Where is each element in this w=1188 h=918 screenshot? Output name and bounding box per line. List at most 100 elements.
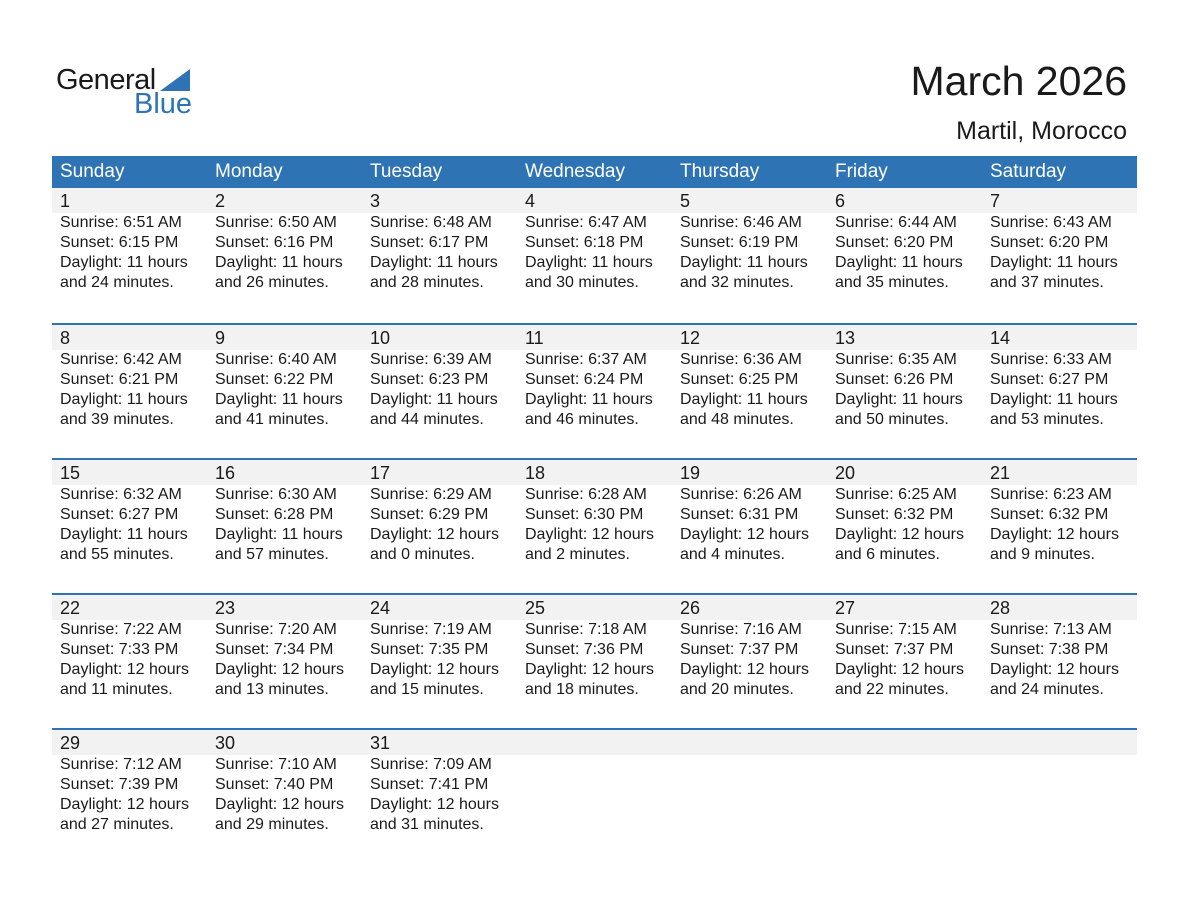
sunset-text: Sunset: 6:22 PM [215, 371, 334, 388]
sunset-text: Sunset: 6:20 PM [835, 234, 954, 251]
daylight-text: Daylight: 12 hours [680, 526, 809, 543]
day-number: 6 [835, 191, 846, 211]
sunrise-text: Sunrise: 7:22 AM [60, 621, 182, 638]
day-cell: 19 Sunrise: 6:26 AM Sunset: 6:31 PM Dayligh… [672, 460, 827, 565]
daylight-minutes-text: and 50 minutes. [835, 411, 949, 428]
daylight-text: Daylight: 12 hours [835, 526, 964, 543]
day-cell: 27 Sunrise: 7:15 AM Sunset: 7:37 PM Dayligh… [827, 595, 982, 700]
sunset-text: Sunset: 6:16 PM [215, 234, 334, 251]
day-number: 16 [215, 463, 236, 483]
sunrise-text: Sunrise: 6:26 AM [680, 486, 802, 503]
daylight-text: Daylight: 12 hours [215, 661, 344, 678]
day-cell: 7 Sunrise: 6:43 AM Sunset: 6:20 PM Daylight… [982, 188, 1137, 293]
daylight-text: Daylight: 11 hours [990, 391, 1118, 408]
sunrise-text: Sunrise: 7:10 AM [215, 756, 337, 773]
day-cell: 18 Sunrise: 6:28 AM Sunset: 6:30 PM Dayligh… [517, 460, 672, 565]
daylight-minutes-text: and 22 minutes. [835, 681, 949, 698]
sunrise-text: Sunrise: 7:18 AM [525, 621, 647, 638]
day-number: 14 [990, 328, 1011, 348]
sunset-text: Sunset: 6:15 PM [60, 234, 179, 251]
sunrise-text: Sunrise: 6:32 AM [60, 486, 182, 503]
daylight-text: Daylight: 11 hours [60, 254, 188, 271]
week-row: 1 Sunrise: 6:51 AM Sunset: 6:15 PM Daylight… [52, 188, 1137, 323]
daylight-text: Daylight: 12 hours [525, 661, 654, 678]
sunrise-text: Sunrise: 7:15 AM [835, 621, 957, 638]
daylight-text: Daylight: 11 hours [990, 254, 1118, 271]
weekday-saturday: Saturday [990, 161, 1067, 182]
daylight-minutes-text: and 0 minutes. [370, 546, 475, 563]
daylight-text: Daylight: 12 hours [60, 661, 189, 678]
daylight-text: Daylight: 12 hours [835, 661, 964, 678]
day-cell: 11 Sunrise: 6:37 AM Sunset: 6:24 PM Dayligh… [517, 325, 672, 430]
sunrise-text: Sunrise: 6:25 AM [835, 486, 957, 503]
daylight-minutes-text: and 53 minutes. [990, 411, 1104, 428]
daylight-text: Daylight: 12 hours [990, 526, 1119, 543]
sunrise-text: Sunrise: 6:36 AM [680, 351, 802, 368]
sunset-text: Sunset: 7:37 PM [835, 641, 954, 658]
day-number: 2 [215, 191, 226, 211]
day-cell: 31 Sunrise: 7:09 AM Sunset: 7:41 PM Dayligh… [362, 730, 517, 835]
weekday-thursday: Thursday [680, 161, 760, 182]
daylight-minutes-text: and 39 minutes. [60, 411, 174, 428]
daylight-minutes-text: and 18 minutes. [525, 681, 639, 698]
day-number: 12 [680, 328, 701, 348]
day-cell: 23 Sunrise: 7:20 AM Sunset: 7:34 PM Dayligh… [207, 595, 362, 700]
day-number: 11 [525, 328, 544, 348]
daylight-minutes-text: and 44 minutes. [370, 411, 484, 428]
sunrise-text: Sunrise: 6:50 AM [215, 214, 337, 231]
daylight-minutes-text: and 46 minutes. [525, 411, 639, 428]
sunrise-text: Sunrise: 7:19 AM [370, 621, 492, 638]
sunset-text: Sunset: 6:20 PM [990, 234, 1109, 251]
sunrise-text: Sunrise: 6:35 AM [835, 351, 957, 368]
sunrise-text: Sunrise: 6:48 AM [370, 214, 492, 231]
daylight-text: Daylight: 11 hours [60, 526, 188, 543]
week-row: 22 Sunrise: 7:22 AM Sunset: 7:33 PM Dayligh… [52, 593, 1137, 728]
day-number: 5 [680, 191, 691, 211]
daylight-minutes-text: and 31 minutes. [370, 816, 484, 833]
daylight-text: Daylight: 11 hours [215, 254, 343, 271]
daylight-minutes-text: and 15 minutes. [370, 681, 484, 698]
day-cell: 4 Sunrise: 6:47 AM Sunset: 6:18 PM Daylight… [517, 188, 672, 293]
daylight-minutes-text: and 13 minutes. [215, 681, 329, 698]
day-number-band [52, 460, 1137, 485]
daylight-text: Daylight: 12 hours [680, 661, 809, 678]
daylight-text: Daylight: 11 hours [680, 254, 808, 271]
sunset-text: Sunset: 7:37 PM [680, 641, 799, 658]
day-cell: 8 Sunrise: 6:42 AM Sunset: 6:21 PM Daylight… [52, 325, 207, 430]
daylight-minutes-text: and 27 minutes. [60, 816, 174, 833]
day-number: 21 [990, 463, 1011, 483]
day-cell: 5 Sunrise: 6:46 AM Sunset: 6:19 PM Daylight… [672, 188, 827, 293]
sunrise-text: Sunrise: 7:12 AM [60, 756, 182, 773]
day-number-band [52, 730, 1137, 755]
daylight-text: Daylight: 11 hours [215, 391, 343, 408]
daylight-text: Daylight: 11 hours [370, 391, 498, 408]
daylight-minutes-text: and 20 minutes. [680, 681, 794, 698]
day-cell: 25 Sunrise: 7:18 AM Sunset: 7:36 PM Dayligh… [517, 595, 672, 700]
week-row: 15 Sunrise: 6:32 AM Sunset: 6:27 PM Dayligh… [52, 458, 1137, 593]
sunset-text: Sunset: 6:31 PM [680, 506, 799, 523]
day-cell: 16 Sunrise: 6:30 AM Sunset: 6:28 PM Dayligh… [207, 460, 362, 565]
sunrise-text: Sunrise: 6:28 AM [525, 486, 647, 503]
sunrise-text: Sunrise: 6:43 AM [990, 214, 1112, 231]
sunset-text: Sunset: 6:30 PM [525, 506, 644, 523]
day-number: 25 [525, 598, 546, 618]
daylight-minutes-text: and 30 minutes. [525, 274, 639, 291]
weekday-header: Sunday Monday Tuesday Wednesday Thursday Frid… [52, 156, 1137, 188]
day-cell: 10 Sunrise: 6:39 AM Sunset: 6:23 PM Dayligh… [362, 325, 517, 430]
logo-text-blue: Blue [134, 88, 193, 120]
day-cell: 30 Sunrise: 7:10 AM Sunset: 7:40 PM Dayligh… [207, 730, 362, 835]
daylight-minutes-text: and 9 minutes. [990, 546, 1095, 563]
day-number: 20 [835, 463, 856, 483]
sunrise-text: Sunrise: 6:44 AM [835, 214, 957, 231]
daylight-minutes-text: and 55 minutes. [60, 546, 174, 563]
sunset-text: Sunset: 6:32 PM [990, 506, 1109, 523]
page-title: March 2026 [910, 58, 1127, 104]
daylight-minutes-text: and 11 minutes. [60, 681, 173, 698]
daylight-text: Daylight: 11 hours [680, 391, 808, 408]
sunset-text: Sunset: 6:28 PM [215, 506, 334, 523]
daylight-minutes-text: and 4 minutes. [680, 546, 785, 563]
day-number-band [52, 595, 1137, 620]
day-cell: 2 Sunrise: 6:50 AM Sunset: 6:16 PM Daylight… [207, 188, 362, 293]
sunrise-text: Sunrise: 7:20 AM [215, 621, 337, 638]
sunset-text: Sunset: 7:40 PM [215, 776, 334, 793]
